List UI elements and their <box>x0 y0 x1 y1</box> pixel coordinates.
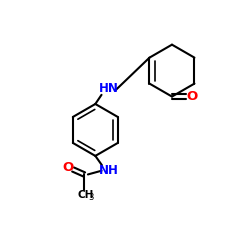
Text: O: O <box>62 160 74 173</box>
Text: O: O <box>186 90 198 103</box>
Text: HN: HN <box>99 82 119 95</box>
Text: NH: NH <box>99 164 119 177</box>
Text: 3: 3 <box>88 193 94 202</box>
Text: CH: CH <box>77 190 94 200</box>
